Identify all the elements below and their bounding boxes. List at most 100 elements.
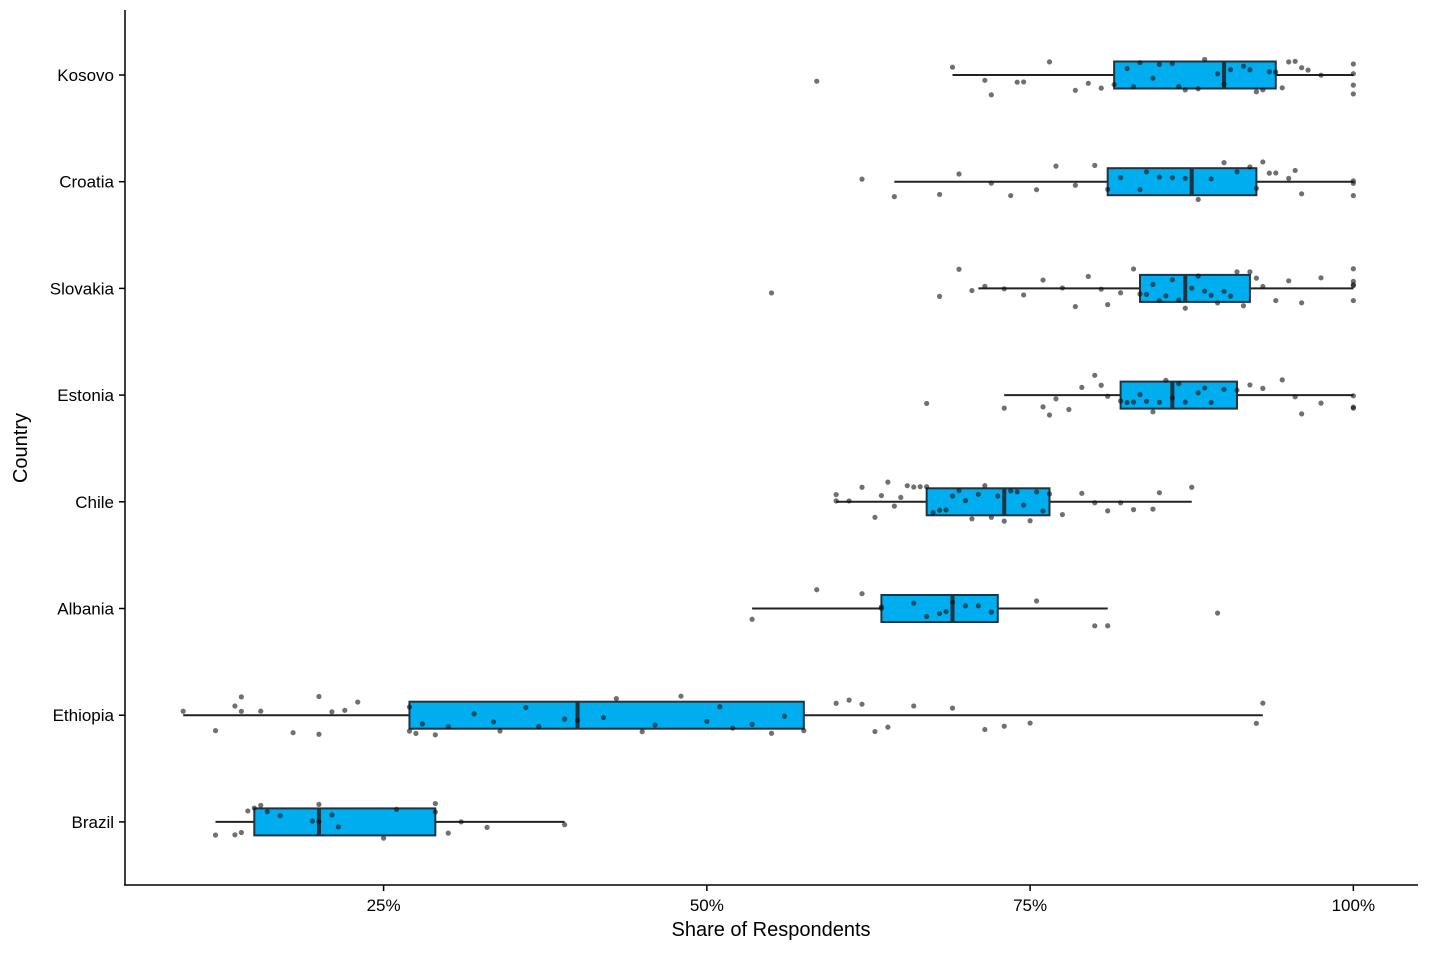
data-point bbox=[264, 809, 270, 815]
data-point bbox=[1176, 381, 1182, 387]
box-iqr bbox=[1113, 60, 1277, 90]
data-point bbox=[768, 290, 775, 296]
data-point bbox=[1053, 396, 1059, 402]
data-point bbox=[859, 701, 865, 707]
data-point bbox=[238, 694, 244, 700]
data-point bbox=[1150, 75, 1156, 81]
data-point bbox=[419, 721, 425, 727]
data-point bbox=[393, 806, 400, 812]
data-point bbox=[1014, 489, 1020, 495]
box-iqr bbox=[253, 807, 437, 837]
data-point bbox=[1085, 273, 1091, 280]
data-point bbox=[859, 176, 865, 182]
data-point bbox=[768, 730, 775, 736]
data-point bbox=[1176, 297, 1182, 303]
data-point bbox=[1189, 484, 1195, 490]
data-point bbox=[1182, 399, 1188, 405]
data-point bbox=[1163, 377, 1169, 383]
box-iqr bbox=[925, 487, 1051, 517]
data-point bbox=[1214, 610, 1221, 616]
data-point bbox=[1266, 69, 1272, 75]
data-point bbox=[1253, 185, 1259, 191]
data-point bbox=[1072, 182, 1078, 188]
data-point bbox=[1027, 518, 1033, 524]
data-point bbox=[1208, 399, 1214, 406]
data-point bbox=[1350, 393, 1356, 399]
data-point bbox=[1046, 412, 1053, 418]
data-point bbox=[1169, 395, 1175, 401]
data-point bbox=[1046, 59, 1053, 65]
data-point bbox=[1040, 508, 1046, 514]
data-point bbox=[1124, 399, 1130, 406]
data-point bbox=[1021, 79, 1027, 85]
data-point bbox=[859, 591, 865, 597]
data-point bbox=[1137, 187, 1143, 193]
data-point bbox=[212, 728, 219, 734]
data-point bbox=[1092, 372, 1098, 378]
data-point bbox=[445, 723, 451, 730]
data-point bbox=[911, 703, 917, 709]
data-point bbox=[891, 194, 897, 200]
data-point bbox=[1176, 83, 1182, 90]
data-point bbox=[936, 507, 943, 513]
data-point bbox=[232, 832, 238, 838]
data-point bbox=[536, 723, 542, 730]
data-point bbox=[1195, 86, 1201, 92]
data-point bbox=[917, 484, 923, 490]
data-point bbox=[342, 707, 348, 713]
data-point bbox=[1092, 162, 1098, 168]
data-point bbox=[1234, 387, 1240, 393]
data-point bbox=[329, 709, 335, 715]
data-point bbox=[574, 717, 581, 723]
data-point bbox=[924, 613, 930, 620]
data-point bbox=[975, 491, 981, 497]
y-tick-label: Slovakia bbox=[50, 279, 115, 298]
data-point bbox=[1001, 405, 1007, 411]
data-point bbox=[1130, 266, 1137, 272]
x-axis-title: Share of Respondents bbox=[671, 919, 870, 941]
data-point bbox=[258, 802, 264, 808]
data-point bbox=[982, 283, 988, 289]
data-point bbox=[1350, 193, 1356, 199]
y-tick-label: Estonia bbox=[57, 386, 114, 405]
data-point bbox=[1092, 623, 1098, 629]
data-point bbox=[846, 697, 852, 703]
data-point bbox=[1221, 386, 1227, 392]
data-point bbox=[1189, 285, 1195, 291]
data-point bbox=[1105, 508, 1111, 514]
data-point bbox=[432, 800, 438, 807]
data-point bbox=[730, 725, 736, 731]
data-point bbox=[1169, 175, 1175, 181]
data-point bbox=[1156, 399, 1162, 405]
data-point bbox=[988, 180, 994, 186]
data-point bbox=[885, 479, 891, 485]
data-point bbox=[924, 484, 930, 490]
data-point bbox=[1098, 85, 1104, 91]
x-tick-label: 50% bbox=[690, 896, 724, 915]
data-point bbox=[245, 808, 251, 814]
data-point bbox=[1260, 87, 1266, 93]
data-point bbox=[1130, 507, 1137, 513]
box-iqr bbox=[880, 594, 999, 623]
data-point bbox=[432, 732, 438, 738]
data-point bbox=[833, 700, 839, 706]
y-tick-label: Chile bbox=[75, 493, 114, 512]
data-point bbox=[1299, 191, 1305, 197]
data-point bbox=[1105, 393, 1111, 399]
data-point bbox=[975, 603, 981, 609]
x-tick-label: 100% bbox=[1332, 896, 1375, 915]
data-point bbox=[936, 293, 943, 299]
data-point bbox=[904, 483, 910, 489]
data-point bbox=[432, 809, 438, 815]
data-point bbox=[1079, 384, 1085, 390]
data-point bbox=[1066, 406, 1072, 413]
data-point bbox=[1208, 292, 1214, 298]
data-point bbox=[1046, 491, 1053, 497]
data-point bbox=[1143, 398, 1150, 404]
data-point bbox=[1350, 180, 1356, 186]
data-point bbox=[781, 713, 788, 719]
data-point bbox=[1292, 58, 1298, 64]
data-point bbox=[749, 721, 755, 727]
data-point bbox=[1182, 305, 1188, 311]
data-point bbox=[1008, 192, 1014, 199]
